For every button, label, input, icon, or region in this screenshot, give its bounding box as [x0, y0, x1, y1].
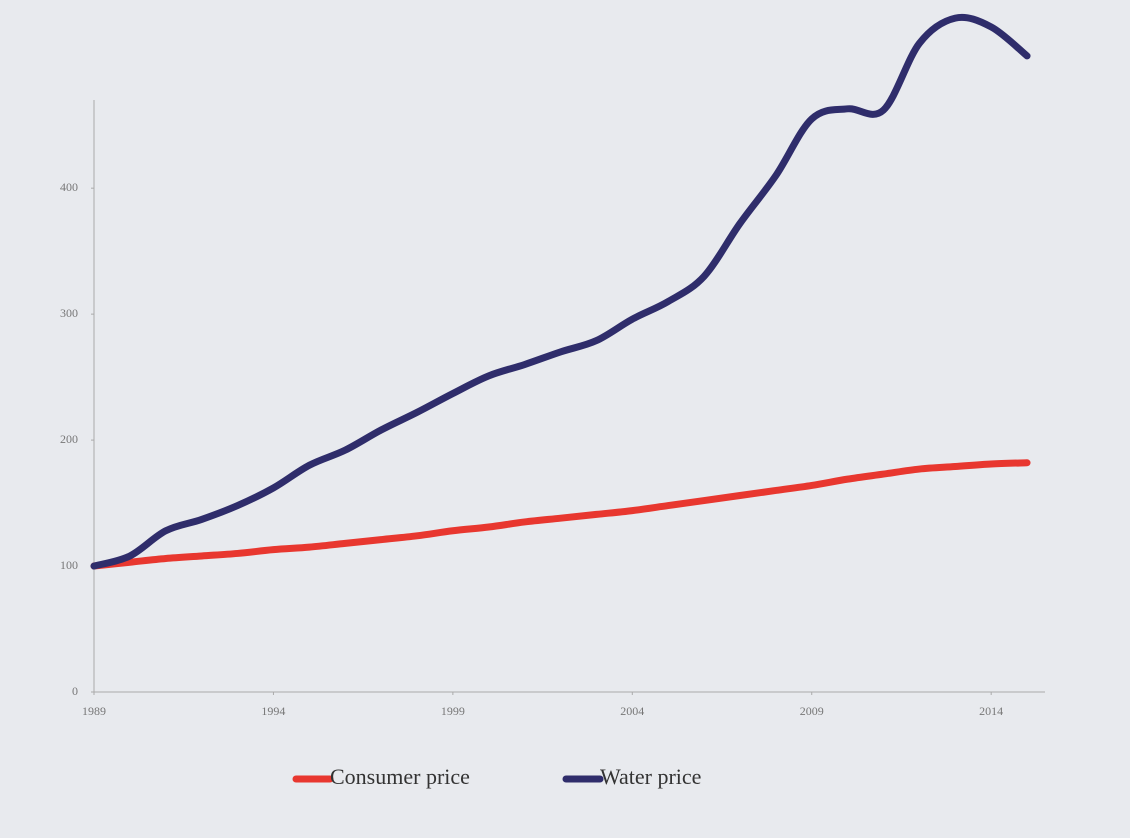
x-tick-label: 2009	[800, 704, 824, 718]
x-tick-label: 1994	[261, 704, 285, 718]
y-tick-label: 400	[60, 180, 78, 194]
x-tick-label: 2014	[979, 704, 1003, 718]
y-tick-label: 200	[60, 432, 78, 446]
y-tick-label: 0	[72, 684, 78, 698]
legend-label: Consumer price	[330, 764, 470, 789]
series-line	[90, 459, 1031, 570]
y-tick-label: 300	[60, 306, 78, 320]
x-tick-label: 1999	[441, 704, 465, 718]
y-tick-label: 100	[60, 558, 78, 572]
legend-label: Water price	[600, 764, 701, 789]
x-tick-label: 2004	[620, 704, 644, 718]
series-line	[90, 13, 1031, 570]
x-tick-label: 1989	[82, 704, 106, 718]
